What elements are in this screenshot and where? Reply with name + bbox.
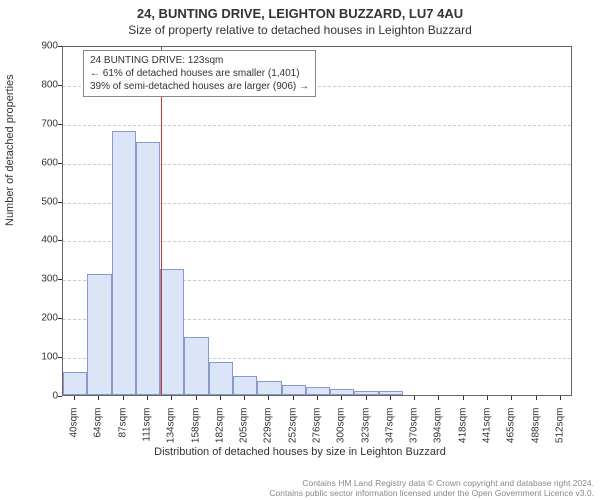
y-tick-label: 900: [18, 41, 58, 52]
y-tick-mark: [58, 124, 62, 125]
x-tick-mark: [390, 396, 391, 400]
y-tick-label: 800: [18, 79, 58, 90]
y-tick-mark: [58, 46, 62, 47]
x-tick-mark: [98, 396, 99, 400]
y-tick-label: 200: [18, 313, 58, 324]
histogram-bar: [306, 387, 330, 395]
annotation-line-3: 39% of semi-detached houses are larger (…: [90, 80, 309, 93]
histogram-bar: [160, 269, 184, 395]
reference-line: [161, 47, 162, 395]
annotation-line-2: ← 61% of detached houses are smaller (1,…: [90, 67, 309, 80]
x-tick-mark: [560, 396, 561, 400]
histogram-bar: [354, 391, 378, 395]
grid-line: [63, 125, 571, 126]
x-tick-mark: [317, 396, 318, 400]
chart-container: 24, BUNTING DRIVE, LEIGHTON BUZZARD, LU7…: [0, 0, 600, 500]
x-tick-mark: [511, 396, 512, 400]
x-axis-label: Distribution of detached houses by size …: [0, 446, 600, 458]
histogram-bar: [233, 376, 257, 395]
histogram-bar: [184, 337, 208, 395]
y-tick-label: 100: [18, 352, 58, 363]
y-tick-label: 700: [18, 118, 58, 129]
x-tick-mark: [293, 396, 294, 400]
x-tick-mark: [463, 396, 464, 400]
x-tick-mark: [438, 396, 439, 400]
y-tick-mark: [58, 163, 62, 164]
y-tick-mark: [58, 279, 62, 280]
y-tick-label: 400: [18, 235, 58, 246]
y-tick-mark: [58, 240, 62, 241]
y-tick-label: 300: [18, 274, 58, 285]
x-tick-mark: [220, 396, 221, 400]
title-line-2: Size of property relative to detached ho…: [0, 21, 600, 37]
histogram-bar: [330, 389, 354, 395]
y-tick-mark: [58, 85, 62, 86]
annotation-line-1: 24 BUNTING DRIVE: 123sqm: [90, 54, 309, 67]
title-line-1: 24, BUNTING DRIVE, LEIGHTON BUZZARD, LU7…: [0, 0, 600, 21]
x-tick-mark: [171, 396, 172, 400]
plot-area: [62, 46, 572, 396]
histogram-bar: [136, 142, 160, 395]
x-tick-mark: [536, 396, 537, 400]
x-tick-mark: [341, 396, 342, 400]
y-tick-mark: [58, 357, 62, 358]
histogram-bar: [63, 372, 87, 395]
x-tick-mark: [414, 396, 415, 400]
y-tick-label: 0: [18, 391, 58, 402]
y-tick-mark: [58, 396, 62, 397]
annotation-box: 24 BUNTING DRIVE: 123sqm ← 61% of detach…: [83, 50, 316, 97]
x-tick-mark: [366, 396, 367, 400]
footer-line-2: Contains public sector information licen…: [269, 488, 594, 498]
y-tick-label: 500: [18, 196, 58, 207]
x-tick-mark: [123, 396, 124, 400]
y-tick-label: 600: [18, 157, 58, 168]
histogram-bar: [379, 391, 403, 395]
histogram-bar: [112, 131, 136, 395]
footer-line-1: Contains HM Land Registry data © Crown c…: [269, 478, 594, 488]
y-tick-mark: [58, 318, 62, 319]
x-tick-mark: [196, 396, 197, 400]
x-tick-mark: [244, 396, 245, 400]
histogram-bar: [257, 381, 281, 395]
x-tick-mark: [74, 396, 75, 400]
histogram-bar: [209, 362, 233, 395]
footer-text: Contains HM Land Registry data © Crown c…: [269, 478, 594, 498]
y-axis-label: Number of detached properties: [4, 74, 16, 226]
y-tick-mark: [58, 202, 62, 203]
x-tick-mark: [147, 396, 148, 400]
x-tick-mark: [268, 396, 269, 400]
histogram-bar: [87, 274, 111, 395]
histogram-bar: [282, 385, 306, 395]
x-tick-mark: [487, 396, 488, 400]
